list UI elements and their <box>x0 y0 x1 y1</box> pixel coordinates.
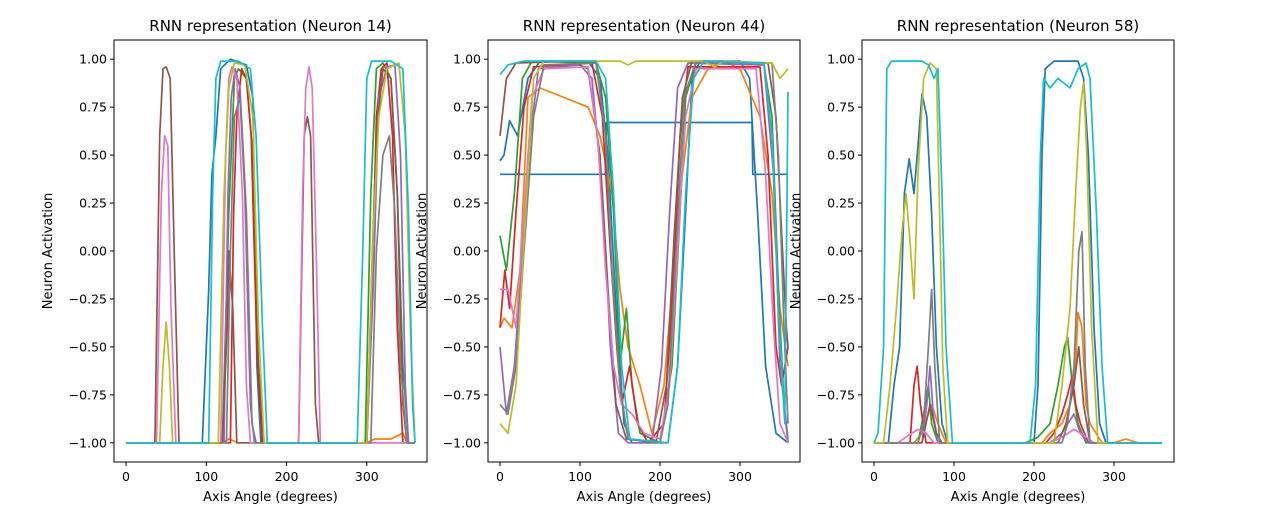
y-axis-label: Neuron Activation <box>415 193 430 309</box>
y-tick-label: 1.00 <box>79 52 107 67</box>
y-tick-label: −0.75 <box>817 387 855 402</box>
y-tick-label: −0.75 <box>443 387 481 402</box>
x-tick-label: 300 <box>1102 469 1126 484</box>
y-tick-label: −0.50 <box>69 339 107 354</box>
y-tick-label: −0.25 <box>69 291 107 306</box>
series-line-1 <box>874 311 1162 444</box>
x-tick-label: 100 <box>568 469 592 484</box>
series-line-9 <box>499 60 789 435</box>
series-line-3 <box>874 365 1162 444</box>
series-line-9 <box>873 60 1162 444</box>
y-tick-label: 0.75 <box>827 100 855 115</box>
series-line-5 <box>874 346 1162 444</box>
subplot-neuron-58: RNN representation (Neuron 58) Axis Angl… <box>789 17 1175 505</box>
series-line-8 <box>499 60 789 444</box>
x-tick-label: 200 <box>275 469 299 484</box>
y-tick-label: −0.75 <box>69 387 107 402</box>
x-tick-label: 300 <box>355 469 379 484</box>
y-axis-label: Neuron Activation <box>789 193 804 309</box>
series-line-4 <box>499 62 789 444</box>
y-tick-label: 0.50 <box>827 148 855 163</box>
y-tick-label: 0.00 <box>453 244 481 259</box>
x-tick-label: 100 <box>942 469 966 484</box>
subplot-title: RNN representation (Neuron 44) <box>523 17 765 35</box>
series-line-4 <box>874 365 1162 444</box>
y-tick-label: −1.00 <box>443 435 481 450</box>
y-tick-label: 1.00 <box>827 52 855 67</box>
x-axis-label: Axis Angle (degrees) <box>951 490 1086 505</box>
series-line-2 <box>499 60 789 435</box>
y-tick-label: 0.25 <box>453 196 481 211</box>
series-line-1 <box>499 60 789 444</box>
y-tick-label: 0.25 <box>79 196 107 211</box>
x-axis-label: Axis Angle (degrees) <box>203 490 338 505</box>
subplot-title: RNN representation (Neuron 14) <box>149 17 391 35</box>
y-tick-label: −0.50 <box>443 339 481 354</box>
y-tick-label: 0.25 <box>827 196 855 211</box>
y-axis-label: Neuron Activation <box>41 193 56 309</box>
y-tick-label: −0.25 <box>817 291 855 306</box>
series-group <box>126 58 416 444</box>
x-tick-label: 300 <box>728 469 752 484</box>
series-line-5 <box>499 62 789 444</box>
axes-frame <box>861 39 1175 463</box>
y-tick-label: 0.75 <box>453 100 481 115</box>
y-tick-label: 0.00 <box>79 244 107 259</box>
y-tick-label: −0.25 <box>443 291 481 306</box>
x-tick-label: 100 <box>194 469 218 484</box>
series-group <box>873 60 1162 444</box>
y-tick-label: 0.50 <box>453 148 481 163</box>
x-tick-label: 0 <box>122 469 130 484</box>
x-tick-label: 200 <box>1022 469 1046 484</box>
x-tick-label: 0 <box>496 469 504 484</box>
series-line-0 <box>874 60 1162 444</box>
y-tick-label: 0.75 <box>79 100 107 115</box>
series-line-9 <box>126 60 416 444</box>
series-line-2 <box>874 336 1162 444</box>
y-tick-label: 0.00 <box>827 244 855 259</box>
y-tick-label: 0.50 <box>79 148 107 163</box>
y-tick-label: 1.00 <box>453 52 481 67</box>
series-line-8 <box>874 62 1162 444</box>
subplot-title: RNN representation (Neuron 58) <box>897 17 1139 35</box>
series-group <box>499 60 789 444</box>
series-line-6 <box>499 60 789 444</box>
series-line-10 <box>499 60 789 444</box>
series-line-0 <box>500 121 788 176</box>
series-line-0 <box>126 58 415 444</box>
subplot-neuron-14: RNN representation (Neuron 14) Axis Angl… <box>41 17 428 505</box>
y-tick-label: −0.50 <box>817 339 855 354</box>
x-tick-label: 0 <box>870 469 878 484</box>
series-line-3 <box>499 60 789 444</box>
x-axis-label: Axis Angle (degrees) <box>577 490 712 505</box>
y-tick-label: −1.00 <box>69 435 107 450</box>
x-tick-label: 200 <box>648 469 672 484</box>
series-line-8 <box>126 62 416 444</box>
series-line-6 <box>126 66 415 444</box>
y-tick-label: −1.00 <box>817 435 855 450</box>
series-line-7 <box>874 230 1162 444</box>
subplot-neuron-44: RNN representation (Neuron 44) Axis Angl… <box>415 17 801 505</box>
